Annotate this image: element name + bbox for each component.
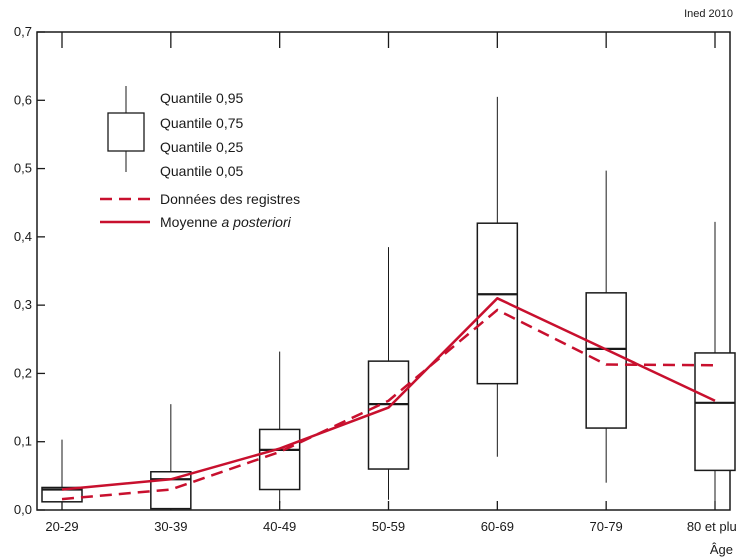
box-iqr (694, 352, 736, 472)
x-tick-label: 50-59 (372, 519, 405, 534)
credit-label: Ined 2010 (684, 8, 733, 20)
y-tick-label: 0,1 (14, 434, 32, 449)
y-tick-label: 0,5 (14, 161, 32, 176)
plot-frame (36, 31, 731, 511)
series-line-posteriori (61, 297, 716, 491)
series-lines (61, 297, 716, 501)
box-iqr (585, 292, 627, 429)
legend-box-sample (107, 112, 145, 152)
legend-quantile-05: Quantile 0,05 (160, 163, 243, 179)
series-line-registres (61, 308, 716, 501)
box-iqr (258, 428, 301, 491)
x-tick-label: 40-49 (263, 519, 296, 534)
boxplots (41, 96, 736, 510)
y-tick-label: 0,3 (14, 297, 32, 312)
y-tick-label: 0,6 (14, 92, 32, 107)
x-tick-label: 60-69 (481, 519, 514, 534)
x-axis-title: Âge (710, 542, 733, 557)
x-tick-label: 70-79 (590, 519, 623, 534)
y-tick-label: 0,0 (14, 502, 32, 517)
y-axis: 0,0 0,1 0,2 0,3 0,4 0,5 0,6 0,7 (14, 24, 45, 517)
legend-dashed-label: Données des registres (160, 191, 300, 207)
x-axis: 20-29 30-39 40-49 50-59 60-69 70-79 80 et plus (45, 32, 737, 534)
x-tick-label: 30-39 (154, 519, 187, 534)
x-tick-label: 80 et plus (687, 519, 737, 534)
y-tick-label: 0,7 (14, 24, 32, 39)
legend: Quantile 0,95 Quantile 0,75 Quantile 0,2… (100, 86, 300, 230)
box-iqr (150, 471, 192, 510)
legend-solid-label: Moyenne a posteriori (160, 214, 292, 230)
y-tick-label: 0,2 (14, 365, 32, 380)
box-iqr (367, 360, 410, 470)
legend-quantile-25: Quantile 0,25 (160, 139, 243, 155)
legend-solid-label-prefix: Moyenne (160, 214, 221, 230)
legend-solid-label-italic: a posteriori (221, 214, 291, 230)
legend-quantile-95: Quantile 0,95 (160, 90, 243, 106)
x-tick-label: 20-29 (45, 519, 78, 534)
y-tick-label: 0,4 (14, 229, 32, 244)
box-iqr (476, 222, 519, 385)
legend-quantile-75: Quantile 0,75 (160, 115, 243, 131)
